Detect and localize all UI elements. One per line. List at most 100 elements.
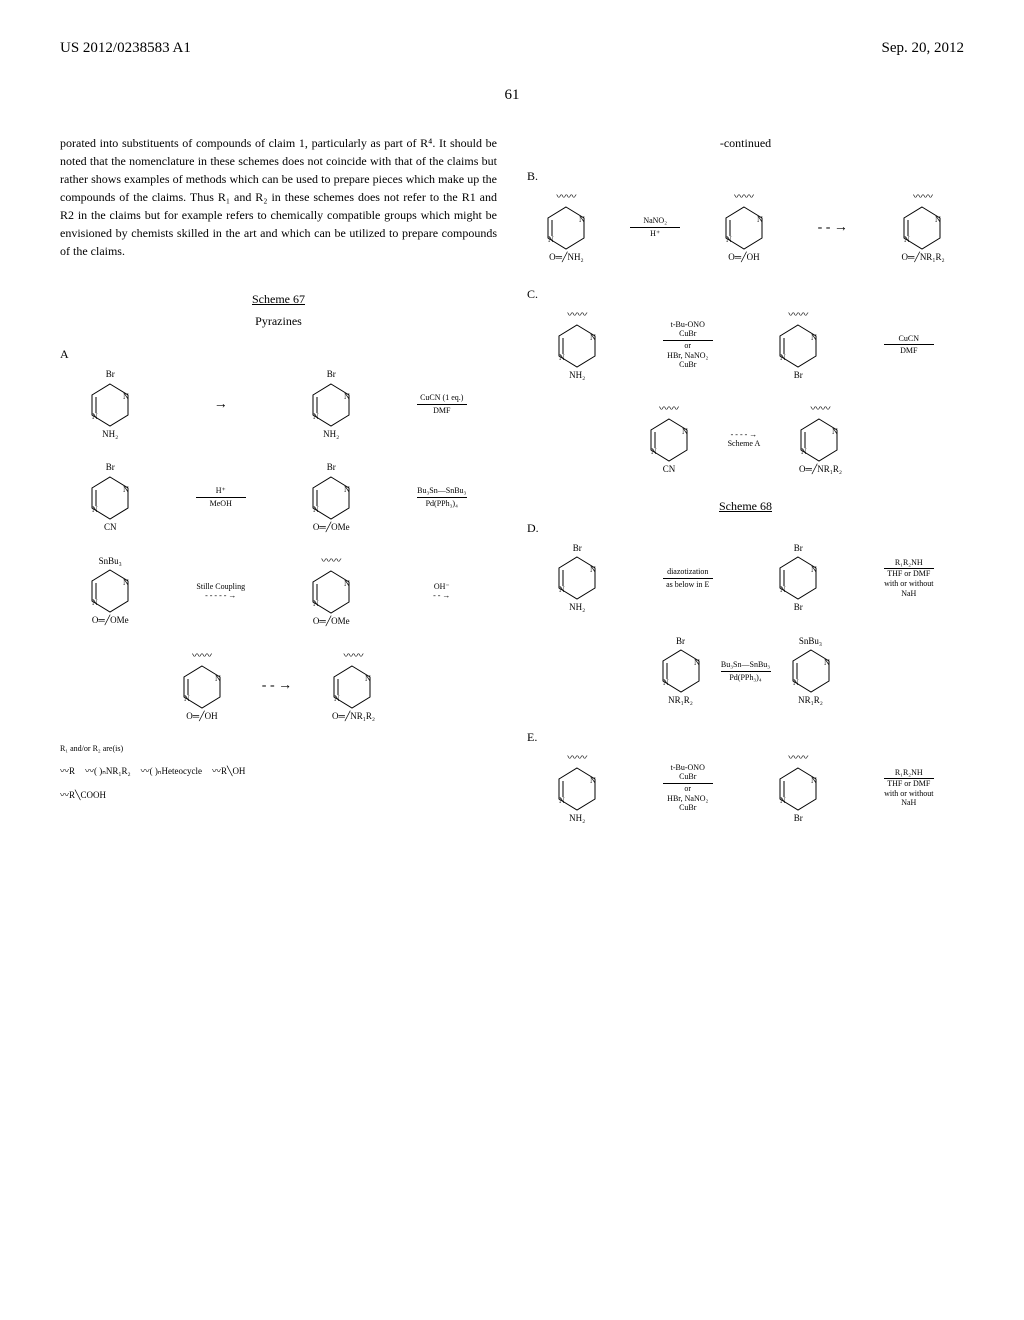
pyrazine-ring-icon: NN (799, 417, 839, 463)
label-oh: OH (205, 711, 218, 721)
svg-text:N: N (123, 392, 129, 401)
structure: 〰〰 NN O═╱NR₁R₂ (902, 190, 945, 265)
structure: 〰〰 NN CN (649, 402, 689, 477)
reagent-dmf: DMF (884, 345, 934, 356)
svg-text:N: N (590, 333, 596, 342)
reagent-arrow: NaNO₂ H⁺ (630, 216, 680, 238)
label-br: Br (90, 368, 130, 382)
reagent-with: with or without (884, 789, 934, 799)
svg-text:N: N (215, 674, 221, 683)
arrow-icon: - - → (252, 675, 302, 696)
structure: Br NN O═╱OMe (311, 461, 351, 534)
reagent-cubr: CuBr (663, 360, 713, 370)
structure-row: Br NN NR₁R₂ Bu₃Sn—SnBu₃ Pd(PPh₃)₄ SnBu₃ … (527, 635, 964, 708)
intro-paragraph: porated into substituents of compounds o… (60, 134, 497, 260)
svg-text:N: N (313, 599, 319, 608)
label-o: O (902, 252, 909, 262)
reagent-arrow: diazotization as below in E (663, 567, 713, 589)
svg-text:N: N (651, 447, 657, 456)
label-o: O (332, 711, 339, 721)
structure: SnBu₃ NN NR₁R₂ (791, 635, 831, 708)
svg-text:N: N (313, 412, 319, 421)
label-br: Br (778, 601, 818, 615)
svg-text:N: N (832, 427, 838, 436)
svg-text:N: N (811, 333, 817, 342)
reagent-arrow: CuCN (1 eq.) DMF (417, 393, 467, 415)
pyrazine-ring-icon: NN (661, 648, 701, 694)
left-column: porated into substituents of compounds o… (60, 134, 497, 845)
squiggle-icon: 〰〰 (724, 190, 764, 205)
page-number: 61 (60, 87, 964, 104)
svg-text:N: N (811, 776, 817, 785)
structure: Br NN NR₁R₂ (661, 635, 701, 708)
reagent-arrow: t-Bu-ONO CuBr or HBr, NaNO₂ CuBr (663, 320, 713, 370)
sub-item: 〰( )ₙNR₁R₂ (85, 765, 131, 779)
squiggle-icon: 〰〰 (799, 402, 842, 417)
label-nh2: NH₂ (557, 369, 597, 383)
reagent-cubr: CuBr (663, 329, 713, 341)
svg-text:N: N (313, 505, 319, 514)
reagent-arrow: CuCN DMF (884, 334, 934, 356)
reagent-or: or (663, 784, 713, 794)
structure: SnBu₃ NN O═╱OMe (90, 555, 130, 628)
arrow-icon: - - → (808, 217, 858, 238)
scheme67-title: Scheme 67 (60, 290, 497, 308)
pyrazine-ring-icon: NN (724, 205, 764, 251)
reagent-oh: OH⁻ (417, 582, 467, 592)
pyrazine-ring-icon: NN (778, 766, 818, 812)
reagent-tbuono: t-Bu-ONO (663, 763, 713, 773)
squiggle-icon: 〰〰 (311, 554, 351, 569)
pyrazine-ring-icon: NN (778, 555, 818, 601)
svg-text:N: N (559, 353, 565, 362)
label-ome: OMe (331, 522, 350, 532)
label-br: Br (557, 542, 597, 556)
section-a-label: A (60, 345, 497, 363)
reagent-thf: THF or DMF (884, 569, 934, 579)
reagent-with: with or without (884, 579, 934, 589)
svg-text:N: N (92, 598, 98, 607)
label-nh2: NH₂ (567, 252, 583, 262)
reagent-r1r2nh: R₁R₂NH (884, 768, 934, 780)
label-ome: OMe (331, 616, 350, 626)
svg-text:N: N (780, 585, 786, 594)
svg-text:N: N (344, 485, 350, 494)
continued-label: -continued (527, 134, 964, 152)
structure: 〰〰 NN O═╱OH (724, 190, 764, 265)
reagent-arrow: R₁R₂NH THF or DMF with or without NaH (884, 558, 934, 598)
reagent-arrow: H⁺ MeOH (196, 486, 246, 508)
label-o: O (313, 522, 320, 532)
label-br: Br (90, 461, 130, 475)
pyrazine-ring-icon: NN (182, 664, 222, 710)
label-o: O (92, 615, 99, 625)
structure: Br NN NH₂ (557, 542, 597, 615)
label-nr1r2: NR₁R₂ (817, 464, 842, 474)
svg-text:N: N (811, 565, 817, 574)
scheme68-title: Scheme 68 (527, 497, 964, 515)
svg-text:N: N (590, 776, 596, 785)
reagent-pdpph: Pd(PPh₃)₄ (417, 498, 467, 509)
sub-item: 〰R╲OH (212, 765, 245, 779)
label-br: Br (778, 542, 818, 556)
section-c-label: C. (527, 285, 964, 303)
squiggle-icon: 〰〰 (778, 751, 818, 766)
reagent-arrow: t-Bu-ONO CuBr or HBr, NaNO₂ CuBr (663, 763, 713, 813)
svg-text:N: N (801, 447, 807, 456)
pyrazine-ring-icon: NN (557, 766, 597, 812)
pyrazine-ring-icon: NN (311, 569, 351, 615)
structure: Br NN NH₂ (90, 368, 130, 441)
label-nr1r2: NR₁R₂ (661, 694, 701, 708)
svg-text:N: N (793, 678, 799, 687)
right-column: -continued B. 〰〰 NN O═╱NH₂ NaNO₂ H⁺ 〰〰 N… (527, 134, 964, 845)
reagent-arrow: Bu₃Sn—SnBu₃ Pd(PPh₃)₄ (721, 660, 771, 682)
structure-row: Br NN NH₂ diazotization as below in E Br… (527, 542, 964, 615)
reagent-cubr: CuBr (663, 803, 713, 813)
reagent-hbr: HBr, NaNO₂ (663, 351, 713, 361)
label-o: O (728, 252, 735, 262)
label-br: Br (778, 369, 818, 383)
svg-text:N: N (904, 235, 910, 244)
structure-row: 〰〰 NN O═╱NH₂ NaNO₂ H⁺ 〰〰 NN O═╱OH - - → (527, 190, 964, 265)
sub-item: 〰R (60, 765, 75, 779)
label-o: O (186, 711, 193, 721)
publication-date: Sep. 20, 2012 (882, 40, 965, 57)
label-nr1r2: NR₁R₂ (791, 694, 831, 708)
